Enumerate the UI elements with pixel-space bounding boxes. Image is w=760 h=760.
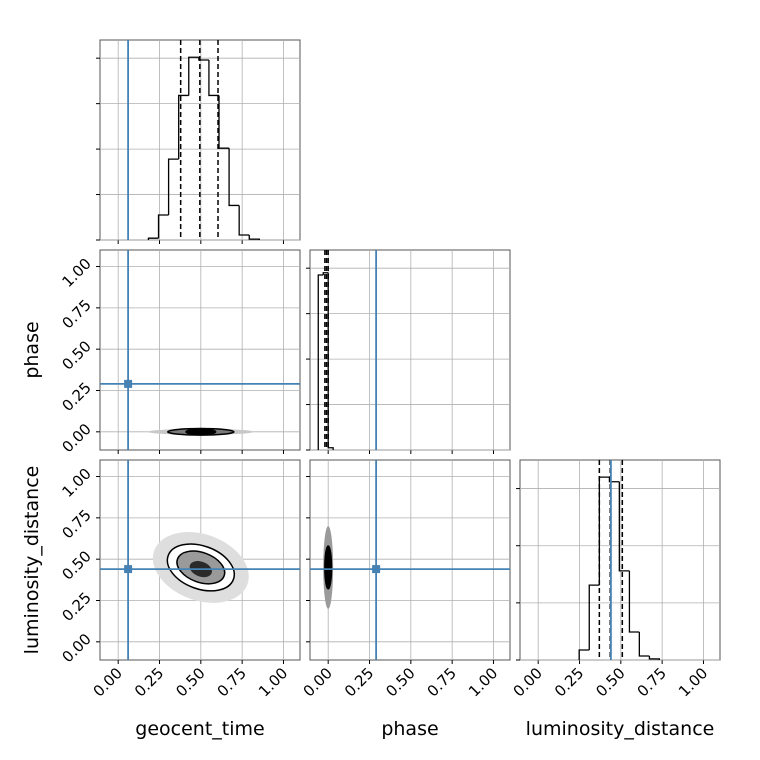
histogram-step [188, 56, 199, 96]
histogram-step [578, 649, 590, 660]
histogram-step [628, 570, 640, 633]
histogram-step [638, 632, 650, 657]
histogram-step [228, 148, 240, 207]
histogram-step [218, 95, 230, 149]
histogram-step [208, 60, 220, 97]
histogram-step [157, 214, 169, 239]
y-tick-label: 1.00 [58, 465, 94, 501]
density-contour [324, 545, 333, 590]
x-axis-label: luminosity_distance [526, 718, 715, 740]
y-tick-label: 0.75 [58, 506, 94, 542]
x-tick-label: 1.00 [465, 664, 501, 700]
histogram-step [327, 272, 334, 450]
x-tick-label: 1.00 [675, 664, 711, 700]
histogram-step [198, 57, 209, 61]
histogram-step [608, 477, 620, 483]
x-tick-label: 0.00 [300, 664, 336, 700]
histogram-step [248, 235, 260, 240]
panel-frame [519, 459, 721, 661]
x-tick-label: 0.75 [214, 664, 250, 700]
y-tick-label: 0.50 [58, 547, 94, 583]
x-tick-label: 0.25 [341, 664, 377, 700]
histogram-step [178, 94, 189, 160]
x-tick-label: 0.75 [424, 664, 460, 700]
x-axis-label: geocent_time [135, 718, 264, 740]
x-tick-label: 0.50 [592, 664, 628, 700]
x-tick-label: 0.50 [172, 664, 208, 700]
histogram-step [317, 274, 324, 450]
histogram-step [238, 205, 250, 236]
y-tick-label: 0.50 [58, 337, 94, 373]
x-tick-label: 0.50 [382, 664, 418, 700]
histogram-step [167, 158, 179, 215]
x-axis-label: phase [381, 718, 438, 740]
y-tick-label: 0.25 [58, 379, 94, 415]
panel-frame [99, 249, 301, 451]
histogram-step [588, 584, 600, 650]
density-contour [185, 428, 217, 436]
x-tick-label: 0.00 [510, 664, 546, 700]
y-tick-label: 0.75 [58, 296, 94, 332]
truth-marker [124, 379, 133, 388]
x-tick-label: 1.00 [255, 664, 291, 700]
histogram-step [618, 481, 630, 572]
y-tick-label: 0.25 [58, 589, 94, 625]
histogram-step [147, 237, 159, 240]
panel-frame [309, 459, 511, 661]
y-tick-label: 1.00 [58, 255, 94, 291]
x-tick-label: 0.75 [634, 664, 670, 700]
y-tick-label: 0.00 [58, 420, 94, 456]
y-axis-label: luminosity_distance [21, 466, 43, 655]
histogram-step [648, 656, 660, 660]
x-tick-label: 0.25 [551, 664, 587, 700]
x-tick-label: 0.00 [90, 664, 126, 700]
panel-frame [99, 459, 301, 661]
truth-marker [124, 565, 133, 574]
y-tick-label: 0.00 [58, 630, 94, 666]
x-tick-label: 0.25 [131, 664, 167, 700]
panel-frame [309, 249, 511, 451]
histogram-step [598, 476, 610, 586]
y-axis-label: phase [21, 321, 43, 378]
truth-marker [372, 565, 381, 574]
histogram-step [322, 272, 329, 275]
